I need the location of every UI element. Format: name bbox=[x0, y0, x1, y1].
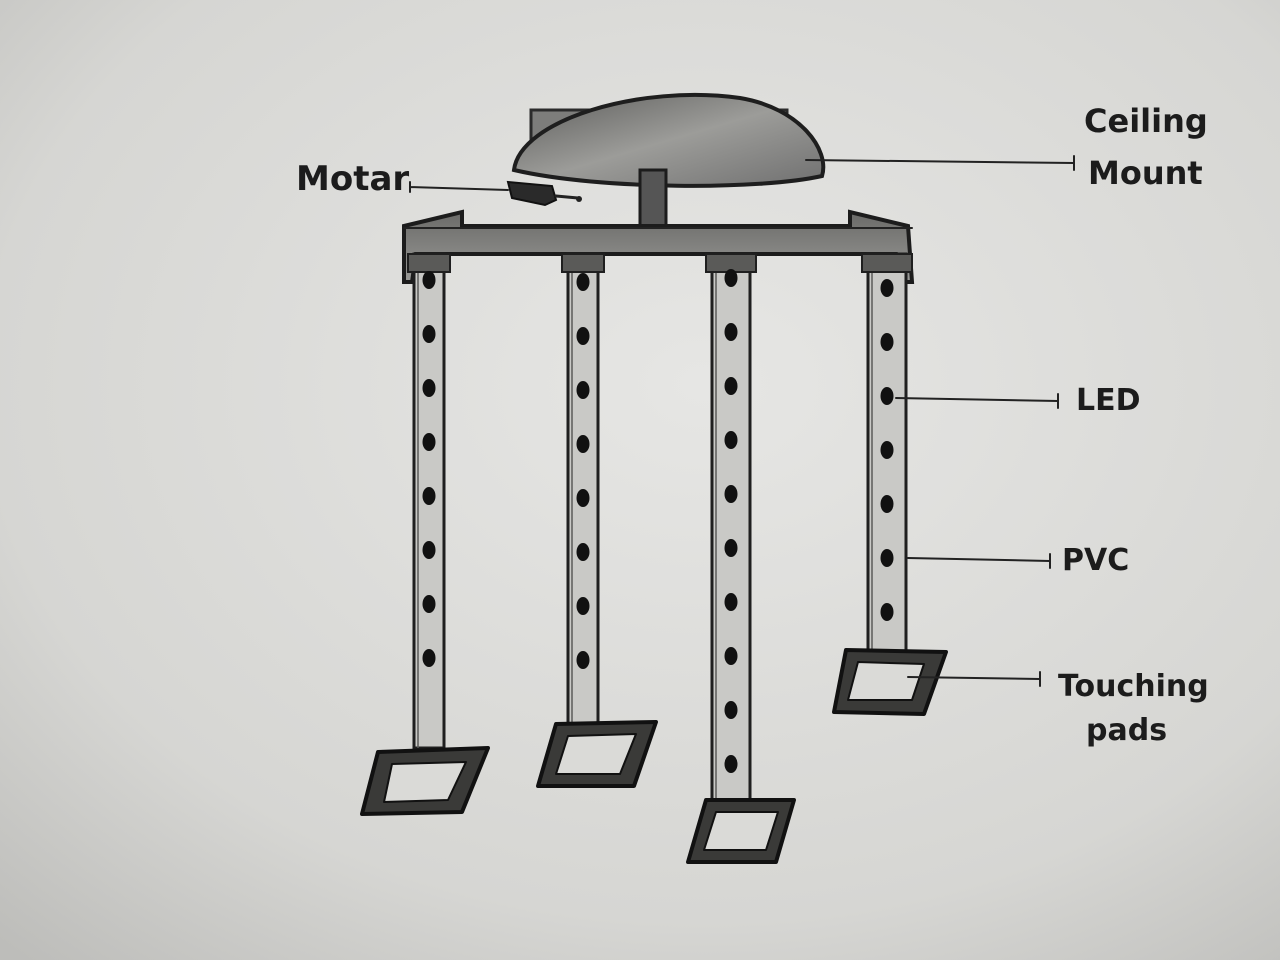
touching-pads bbox=[360, 648, 948, 864]
pvc-pipe bbox=[407, 252, 451, 750]
pvc-leader bbox=[907, 553, 1051, 569]
ceiling-mount-label-line1: Ceiling bbox=[1084, 102, 1208, 140]
touching-pad bbox=[832, 648, 948, 716]
led-dot bbox=[576, 651, 590, 669]
pvc-pipe bbox=[861, 252, 913, 654]
pvc-pipe bbox=[705, 252, 757, 808]
led-dot bbox=[880, 495, 894, 513]
pvc-pipe bbox=[561, 252, 605, 728]
pipe-joint bbox=[561, 253, 605, 273]
ceiling-mount bbox=[511, 93, 826, 188]
led-dot bbox=[422, 541, 436, 559]
led-dot bbox=[724, 647, 738, 665]
led-dot bbox=[724, 485, 738, 503]
led-leader bbox=[895, 393, 1059, 409]
touching-pad bbox=[360, 746, 490, 816]
led-dot bbox=[724, 431, 738, 449]
motor-label: Motar bbox=[296, 159, 409, 199]
led-dot bbox=[880, 441, 894, 459]
led-dot bbox=[576, 489, 590, 507]
pads-leader bbox=[907, 671, 1041, 687]
led-dot bbox=[724, 593, 738, 611]
pad-window bbox=[383, 761, 467, 803]
led-dot bbox=[724, 323, 738, 341]
touching-pads-label-line2: pads bbox=[1086, 713, 1167, 748]
touching-pad bbox=[686, 798, 796, 864]
led-dot bbox=[880, 387, 894, 405]
led-dot bbox=[724, 701, 738, 719]
led-dot bbox=[422, 325, 436, 343]
led-dot bbox=[880, 549, 894, 567]
led-dot bbox=[724, 755, 738, 773]
led-dot bbox=[422, 649, 436, 667]
pipe-joint bbox=[407, 253, 451, 273]
pipe-joint bbox=[705, 253, 757, 273]
motor bbox=[506, 180, 582, 207]
pad-window bbox=[703, 811, 779, 851]
shaft bbox=[638, 168, 668, 230]
led-label: LED bbox=[1076, 383, 1141, 418]
led-dot bbox=[724, 377, 738, 395]
pvc-pipes bbox=[407, 252, 913, 808]
led-dot bbox=[576, 543, 590, 561]
ceiling-mount-leader bbox=[805, 155, 1075, 171]
led-dot bbox=[422, 379, 436, 397]
led-dot bbox=[422, 487, 436, 505]
led-dot bbox=[422, 433, 436, 451]
led-dot bbox=[724, 269, 738, 287]
led-dot bbox=[880, 279, 894, 297]
touching-pad bbox=[536, 720, 658, 788]
led-dot bbox=[576, 327, 590, 345]
motor-leader bbox=[409, 181, 509, 193]
led-dot bbox=[880, 333, 894, 351]
led-dot bbox=[724, 539, 738, 557]
pvc-label: PVC bbox=[1062, 543, 1129, 578]
led-dot bbox=[576, 381, 590, 399]
led-dot bbox=[880, 603, 894, 621]
pad-window bbox=[555, 733, 637, 775]
led-dot bbox=[422, 271, 436, 289]
led-dot bbox=[576, 435, 590, 453]
pipe-joint bbox=[861, 253, 913, 273]
frame-bar bbox=[402, 209, 915, 284]
led-dot bbox=[576, 597, 590, 615]
led-dot bbox=[422, 595, 436, 613]
led-dot bbox=[576, 273, 590, 291]
ceiling-mount-label-line2: Mount bbox=[1088, 154, 1203, 192]
leader-lines bbox=[409, 155, 1075, 687]
pad-window bbox=[847, 661, 925, 701]
touching-pads-label-line1: Touching bbox=[1058, 669, 1209, 704]
